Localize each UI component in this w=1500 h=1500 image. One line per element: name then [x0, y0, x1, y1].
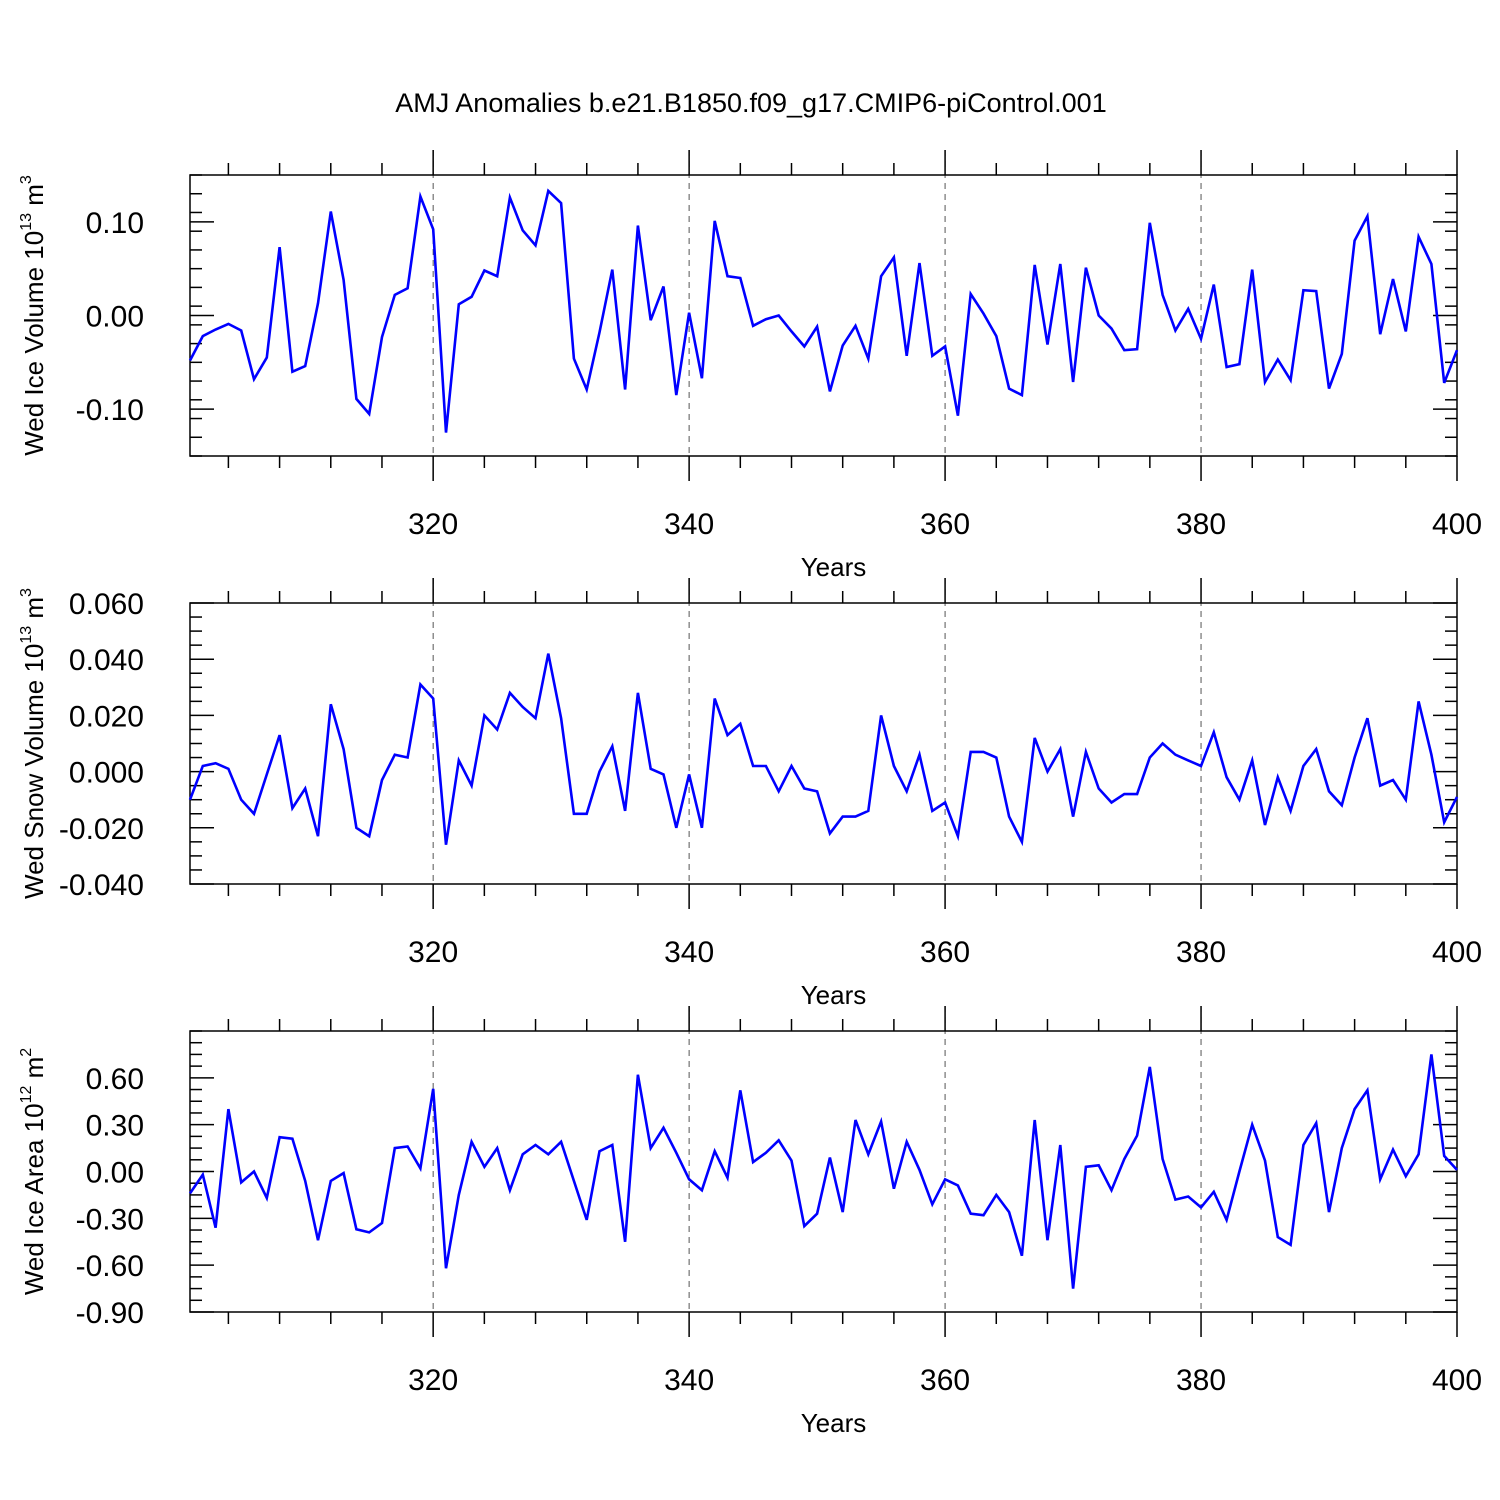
- y-tick-label: 0.000: [69, 757, 144, 790]
- y-tick-label: -0.020: [59, 813, 144, 846]
- x-tick-label: 400: [1432, 508, 1482, 541]
- x-tick-label: 400: [1432, 1364, 1482, 1397]
- y-tick-label: 0.040: [69, 644, 144, 677]
- y-axis-label-unit: m: [19, 184, 49, 213]
- y-axis-label: Wed Ice Volume 1013 m3: [18, 175, 49, 456]
- figure-title: AMJ Anomalies b.e21.B1850.f09_g17.CMIP6-…: [395, 88, 1106, 118]
- y-tick-label: 0.00: [86, 1157, 144, 1190]
- x-tick-label: 340: [664, 936, 714, 969]
- y-axis-label-unit-exp: 2: [18, 1048, 35, 1057]
- x-axis-label: Years: [801, 1408, 867, 1438]
- x-tick-label: 380: [1176, 936, 1226, 969]
- x-tick-label: 360: [920, 508, 970, 541]
- y-axis-label-text: Wed Snow Volume 10: [19, 644, 49, 899]
- y-tick-label: 0.60: [86, 1063, 144, 1096]
- y-axis-label-text: Wed Ice Volume 10: [19, 231, 49, 456]
- y-axis-label-text: Wed Ice Area 10: [19, 1103, 49, 1295]
- y-axis-label-unit-exp: 3: [18, 175, 35, 184]
- y-tick-label: 0.020: [69, 700, 144, 733]
- y-tick-label: 0.30: [86, 1110, 144, 1143]
- panel-2: -0.040 -0.020 0.000 0.020 0.040 0.060 320 340 36…: [18, 578, 1482, 1010]
- x-axis-label: Years: [801, 980, 867, 1010]
- x-axis-label: Years: [801, 552, 867, 582]
- x-tick-label: 340: [664, 508, 714, 541]
- x-tick-label: 380: [1176, 508, 1226, 541]
- x-tick-label: 320: [408, 508, 458, 541]
- x-tick-label: 360: [920, 1364, 970, 1397]
- x-tick-label: 400: [1432, 936, 1482, 969]
- x-tick-label: 380: [1176, 1364, 1226, 1397]
- series-line: [188, 653, 1459, 847]
- y-axis-label-exp: 13: [18, 626, 35, 644]
- y-tick-label: -0.90: [76, 1297, 144, 1330]
- y-tick-label: 0.00: [86, 301, 144, 334]
- series-line: [188, 1054, 1458, 1289]
- y-axis-label-unit: m: [19, 597, 49, 626]
- y-axis-label: Wed Ice Area 1012 m2: [18, 1048, 49, 1295]
- y-axis-label-exp: 13: [18, 213, 35, 231]
- x-tick-label: 360: [920, 936, 970, 969]
- series-line: [188, 188, 1459, 433]
- panel-1: -0.10 0.00 0.10 320 340 360 380 400 Years Wed Ice…: [18, 150, 1482, 582]
- y-tick-label: -0.040: [59, 869, 144, 902]
- x-tick-label: 320: [408, 936, 458, 969]
- y-axis-label-unit: m: [19, 1057, 49, 1086]
- panels: -0.10 0.00 0.10 320 340 360 380 400 Years Wed Ice…: [18, 150, 1482, 1438]
- y-axis-label: Wed Snow Volume 1013 m3: [18, 588, 49, 899]
- plot-frame: [189, 602, 1458, 885]
- plot-frame: [189, 174, 1458, 457]
- y-tick-label: 0.060: [69, 588, 144, 621]
- y-tick-label: -0.60: [76, 1250, 144, 1283]
- panel-3: -0.90 -0.60 -0.30 0.00 0.30 0.60 320 340 360 380 4…: [18, 1006, 1482, 1438]
- y-tick-label: -0.30: [76, 1203, 144, 1236]
- y-tick-label: -0.10: [76, 394, 144, 427]
- y-axis-label-exp: 12: [18, 1086, 35, 1104]
- x-tick-label: 340: [664, 1364, 714, 1397]
- x-tick-label: 320: [408, 1364, 458, 1397]
- y-tick-label: 0.10: [86, 207, 144, 240]
- y-axis-label-unit-exp: 3: [18, 588, 35, 597]
